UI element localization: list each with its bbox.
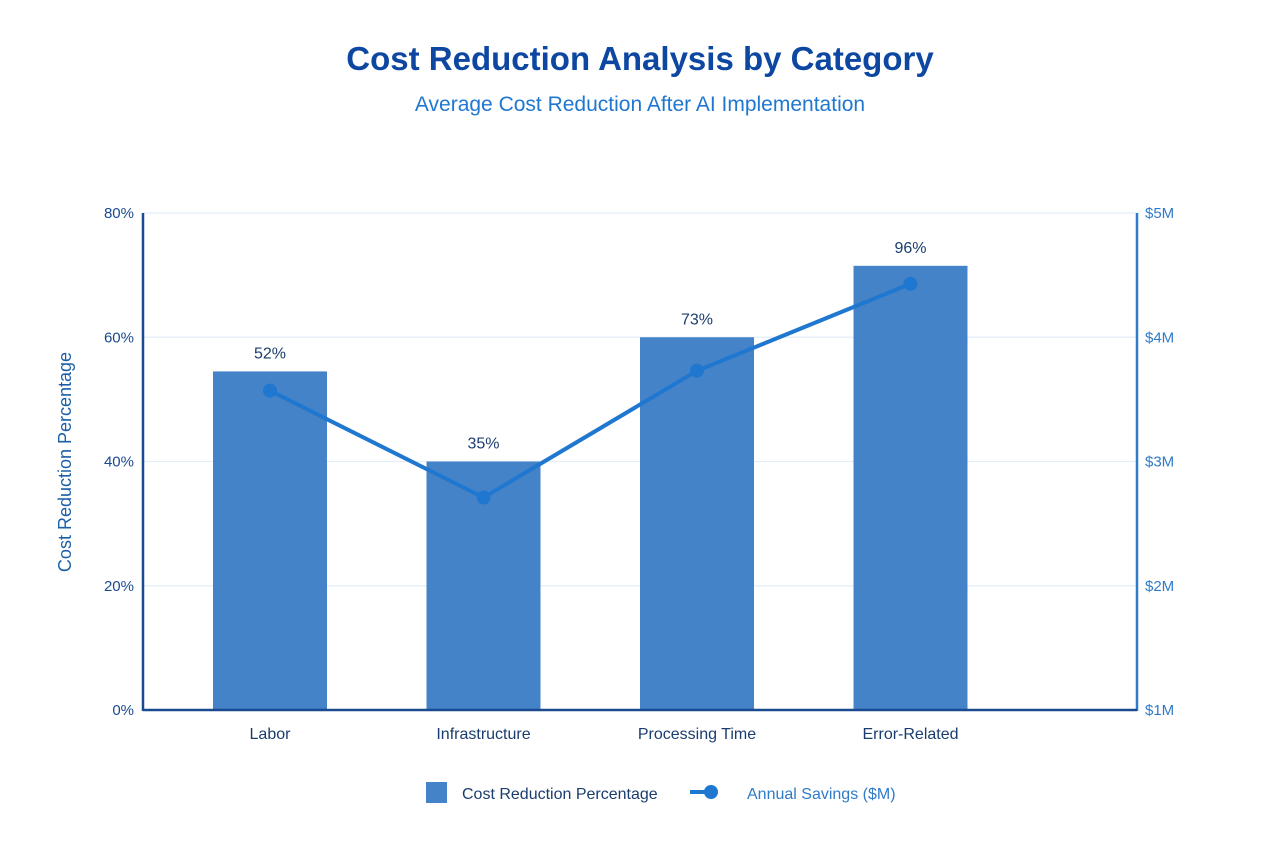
legend-line-marker [704,785,718,799]
legend-bar-swatch [426,782,447,803]
y2-tick-label: $4M [1145,329,1174,346]
y-tick-label: 60% [104,329,134,346]
y2-tick-label: $1M [1145,702,1174,719]
x-tick-label: Processing Time [638,726,756,743]
bar-data-label: 96% [894,240,926,257]
bar-data-label: 35% [467,436,499,453]
legend-label: Annual Savings ($M) [747,786,896,803]
y-tick-label: 20% [104,578,134,595]
x-tick-label: Error-Related [862,726,958,743]
savings-point [903,276,918,291]
bar [213,371,327,710]
bar-data-label: 52% [254,345,286,362]
x-tick-label: Labor [250,726,292,743]
savings-point [476,490,491,505]
legend-label: Cost Reduction Percentage [462,786,658,803]
bar [853,265,968,710]
y-tick-label: 0% [112,702,134,719]
chart-subtitle: Average Cost Reduction After AI Implemen… [414,93,866,116]
y-axis-label: Cost Reduction Percentage [55,352,75,572]
y2-tick-label: $2M [1145,578,1174,595]
y-tick-label: 80% [104,205,134,222]
savings-point [263,383,277,398]
y2-tick-label: $3M [1145,454,1174,471]
savings-line [269,281,912,500]
x-tick-label: Infrastructure [436,726,530,743]
savings-point [690,363,704,378]
chart-title: Cost Reduction Analysis by Category [346,40,934,77]
y-tick-label: 40% [104,454,134,471]
y2-tick-label: $5M [1145,205,1174,222]
bar [640,337,754,710]
bar-data-label: 73% [681,311,713,328]
